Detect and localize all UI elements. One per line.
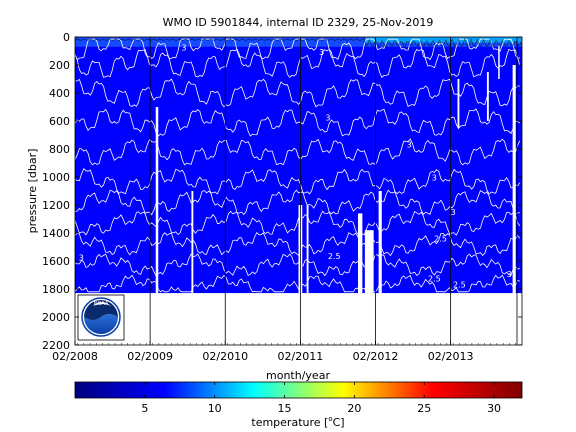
x-tick-label: 02/2010: [202, 350, 248, 363]
contour-label: 2.5: [428, 274, 441, 283]
contour-label: 3: [325, 113, 330, 122]
contour-label: 3: [451, 208, 456, 217]
colorbar-tick-label: 20: [347, 402, 361, 415]
x-tick-label: 02/2009: [127, 350, 173, 363]
data-gap: [378, 191, 382, 294]
contour-line: [75, 38, 520, 61]
y-tick-label: 0: [63, 31, 70, 44]
contour-lines: [75, 37, 522, 293]
contour-line: [75, 189, 520, 216]
data-gap: [357, 213, 363, 294]
contour-line: [75, 210, 521, 236]
colorbar-label: temperature [oC]: [251, 415, 344, 429]
noaa-logo: NOAA: [77, 294, 125, 341]
contour-label: 3: [319, 48, 324, 57]
x-tick-label: 02/2011: [278, 350, 324, 363]
data-gap: [457, 79, 460, 128]
plot-frame: [74, 36, 523, 346]
y-tick-label: 1000: [42, 171, 70, 184]
field-no-data: [75, 293, 522, 345]
contour-line: [75, 253, 520, 277]
x-gridlines: [149, 37, 518, 345]
y-tick-label: 2200: [42, 339, 70, 352]
y-tick-label: 800: [49, 143, 70, 156]
y-tick-label: 1200: [42, 199, 70, 212]
contour-line: [75, 48, 521, 78]
contour-line: [75, 274, 520, 293]
contour-labels: 3 3 3 3 3 3 2.5 2.5 2.5 2.5 3 3: [79, 43, 512, 289]
colorbar: 5 10 15 20 25 30 temperature [oC]: [74, 381, 523, 429]
colorbar-label-text: temperature [: [251, 416, 328, 429]
contour-label: 2.5: [434, 234, 447, 243]
x-tick-label: 02/2008: [52, 350, 98, 363]
colorbar-tick-label: 10: [208, 402, 222, 415]
y-tick-label: 1600: [42, 255, 70, 268]
contour-label: 3: [432, 174, 437, 183]
colorbar-tick-label: 15: [278, 402, 292, 415]
colorbar-tick-label: 30: [487, 402, 501, 415]
y-tick-label: 1400: [42, 227, 70, 240]
x-tick-label: 02/2012: [353, 350, 399, 363]
y-tick-label: 200: [49, 59, 70, 72]
field-surface-band: [75, 37, 522, 47]
x-axis: 02/2008 02/2009 02/2010 02/2011 02/2012 02/20…: [52, 341, 523, 363]
data-gap: [486, 72, 489, 121]
x-tick-label: 02/2013: [428, 350, 474, 363]
contour-label: 3: [79, 253, 84, 262]
y-axis-label: pressure [dbar]: [26, 149, 39, 234]
y-tick-label: 600: [49, 115, 70, 128]
colorbar-gradient: [74, 381, 523, 399]
temperature-field: [75, 37, 522, 345]
colorbar-label-unit: C]: [333, 416, 345, 429]
plot-area: 3 3 3 3 3 3 2.5 2.5 2.5 2.5 3 3 NOAA: [74, 36, 523, 346]
x-axis-label: month/year: [266, 369, 330, 382]
chart-title: WMO ID 5901844, internal ID 2329, 25-Nov…: [163, 16, 434, 29]
contour-label: 2.5: [453, 281, 466, 290]
colorbar-tick-label: 5: [141, 402, 148, 415]
noaa-logo-text: NOAA: [94, 301, 109, 307]
colorbar-label-degree: o: [328, 415, 332, 423]
y-tick-label: 400: [49, 87, 70, 100]
field-surface-warm: [365, 37, 522, 43]
data-gap: [364, 230, 374, 294]
y-tick-label: 2000: [42, 311, 70, 324]
data-gap: [498, 45, 500, 79]
contour-line: [75, 78, 520, 108]
data-gap: [306, 205, 309, 294]
data-gap: [512, 65, 516, 294]
contour-line: [75, 231, 521, 257]
contour-label: 3: [407, 141, 412, 150]
y-axis: 0 200 400 600 800 1000 1200 1400 1600 1800 2000 220…: [42, 31, 522, 352]
contour-line: [75, 108, 521, 137]
contour-line: [75, 168, 521, 195]
y-tick-label: 1800: [42, 283, 70, 296]
data-gap: [155, 107, 159, 294]
contour-label: 2.5: [328, 252, 341, 261]
colorbar-ticks: 5 10 15 20 25 30: [141, 382, 501, 415]
contour-label: 3: [507, 270, 512, 279]
data-gap: [191, 191, 194, 294]
contour-label: 3: [181, 43, 186, 52]
colorbar-tick-label: 25: [417, 402, 431, 415]
surface-contour-trace: [75, 37, 522, 47]
contour-line: [75, 138, 521, 166]
